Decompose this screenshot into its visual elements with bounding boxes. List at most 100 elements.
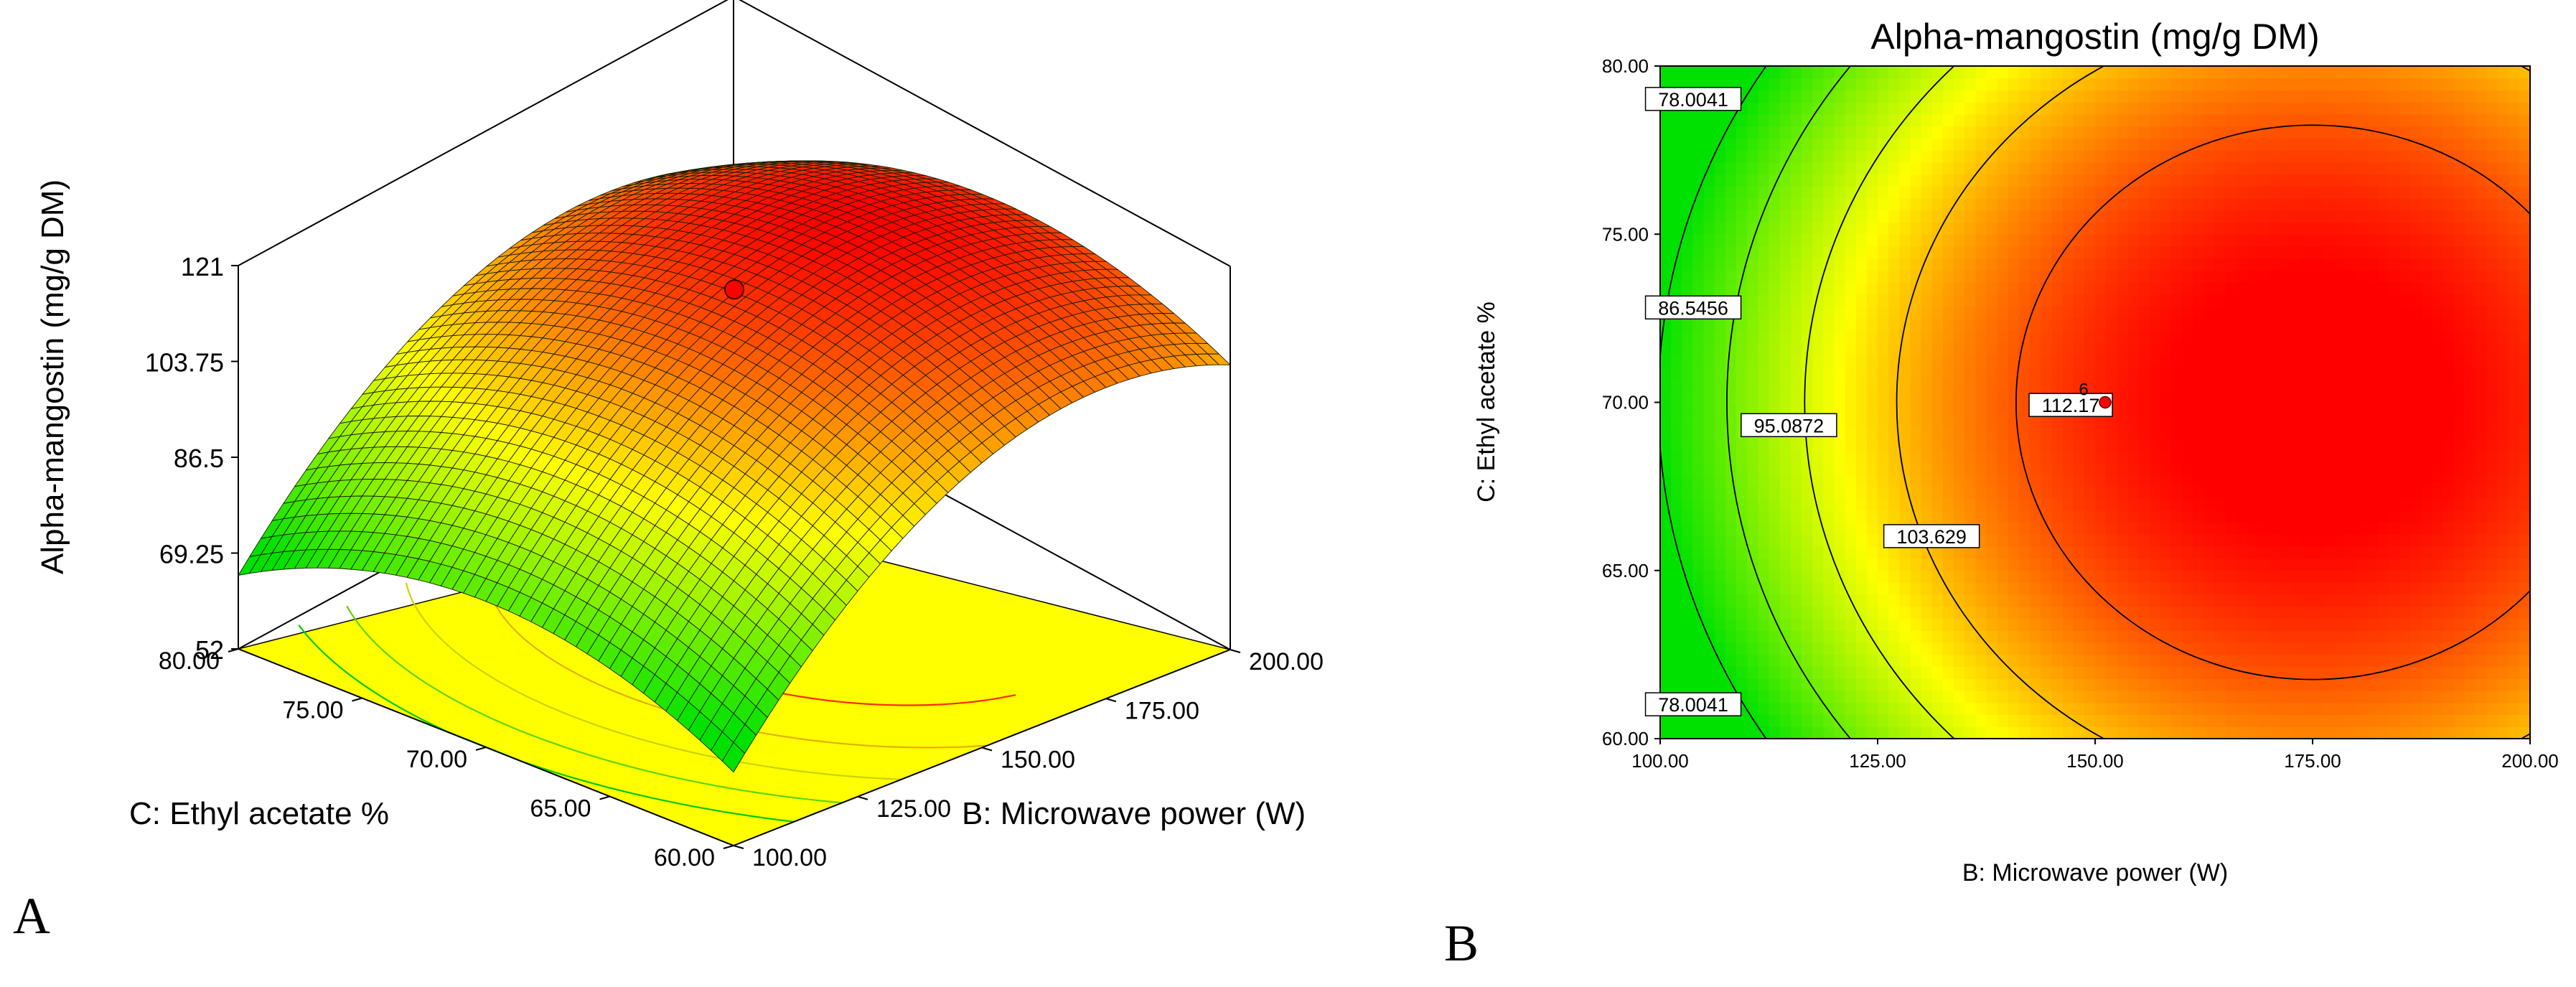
heat-cell [1758, 330, 1770, 343]
heat-cell [1692, 330, 1705, 343]
heat-cell [1866, 138, 1878, 151]
heat-cell [1790, 691, 1802, 703]
heat-cell [2182, 270, 2193, 283]
heat-cell [1866, 330, 1878, 343]
heat-cell [1758, 126, 1770, 139]
heat-cell [1834, 691, 1846, 703]
heat-cell [1845, 534, 1857, 547]
heat-cell [2051, 366, 2064, 379]
panel-b-title: Alpha-mangostin (mg/g DM) [1870, 17, 2319, 57]
heat-cell [1878, 606, 1889, 619]
heat-cell [1855, 354, 1868, 367]
heat-cell [1801, 462, 1813, 475]
heat-cell [1823, 510, 1835, 523]
heat-cell [1823, 654, 1835, 668]
heat-cell [1769, 150, 1781, 163]
x-tick-mark [857, 795, 868, 800]
heat-cell [1975, 678, 1987, 691]
heat-cell [2106, 90, 2117, 103]
heat-cell [1779, 102, 1792, 115]
heat-cell [1769, 510, 1781, 523]
heat-cell [1986, 258, 1998, 271]
heat-cell [2117, 678, 2129, 691]
heat-cell [2041, 498, 2052, 511]
heat-cell [2095, 186, 2107, 199]
heat-cell [1954, 450, 1965, 463]
heat-cell [1703, 438, 1715, 452]
heat-cell [2018, 150, 2031, 163]
heat-cell [2008, 66, 2020, 79]
heat-cell [2051, 510, 2064, 523]
heat-cell [2160, 498, 2172, 511]
heat-cell [1878, 102, 1889, 115]
heat-cell [1964, 294, 1976, 307]
heat-cell [1975, 174, 1987, 187]
heat-cell [1790, 282, 1802, 295]
heat-cell [1671, 462, 1682, 475]
heat-cell [1866, 186, 1878, 199]
heat-cell [2018, 642, 2031, 655]
heat-cell [1866, 245, 1878, 259]
heat-cell [2193, 462, 2205, 475]
heat-cell [2160, 630, 2172, 643]
heat-cell [2062, 366, 2074, 379]
heat-cell [2051, 78, 2064, 91]
heat-cell [2203, 150, 2216, 163]
heat-cell [2149, 222, 2161, 235]
heat-cell [2149, 318, 2161, 331]
heat-cell [1769, 438, 1781, 452]
heat-cell [1997, 702, 2009, 716]
heat-cell [1660, 198, 1672, 211]
heat-cell [1910, 666, 1922, 679]
heat-cell [2171, 594, 2183, 607]
heat-cell [1921, 330, 1933, 343]
heat-cell [1692, 414, 1705, 427]
heat-cell [2106, 558, 2117, 571]
heat-cell [2073, 450, 2085, 463]
heat-cell [1931, 498, 1944, 511]
heat-cell [1660, 414, 1672, 427]
heat-cell [2018, 306, 2031, 319]
heat-cell [2117, 594, 2129, 607]
heat-cell [1997, 558, 2009, 571]
heat-cell [1942, 606, 1954, 619]
heat-cell [1942, 222, 1954, 235]
heat-cell [1758, 486, 1770, 499]
heat-cell [1812, 126, 1824, 139]
heat-cell [1790, 113, 1802, 127]
heat-cell [2030, 126, 2041, 139]
heat-cell [2030, 150, 2041, 163]
heat-cell [1866, 582, 1878, 595]
heat-cell [2084, 486, 2096, 499]
heat-cell [2203, 702, 2216, 716]
heat-cell [1921, 606, 1933, 619]
heat-cell [2041, 270, 2052, 283]
heat-cell [2062, 162, 2074, 175]
heat-cell [1714, 558, 1726, 571]
heat-cell [1899, 726, 1911, 739]
heat-cell [2030, 102, 2041, 115]
heat-cell [2160, 270, 2172, 283]
heat-cell [1725, 162, 1737, 175]
heat-cell [2214, 570, 2226, 584]
heat-cell [1812, 366, 1824, 379]
heat-cell [2138, 522, 2150, 535]
heat-cell [1997, 378, 2009, 391]
heat-cell [1823, 306, 1835, 319]
heat-cell [2127, 354, 2140, 367]
heat-cell [1671, 318, 1682, 331]
heat-cell [1975, 330, 1987, 343]
heat-cell [2214, 150, 2226, 163]
heat-cell [1954, 150, 1965, 163]
heat-cell [2041, 245, 2052, 259]
heat-cell [1682, 498, 1694, 511]
heat-cell [1878, 510, 1889, 523]
heat-cell [2073, 702, 2085, 716]
heat-cell [1812, 270, 1824, 283]
heat-cell [2138, 330, 2150, 343]
heat-cell [2073, 150, 2085, 163]
heat-cell [1682, 426, 1694, 439]
heat-cell [1997, 210, 2009, 223]
heat-cell [1801, 522, 1813, 535]
heat-cell [2171, 726, 2183, 739]
